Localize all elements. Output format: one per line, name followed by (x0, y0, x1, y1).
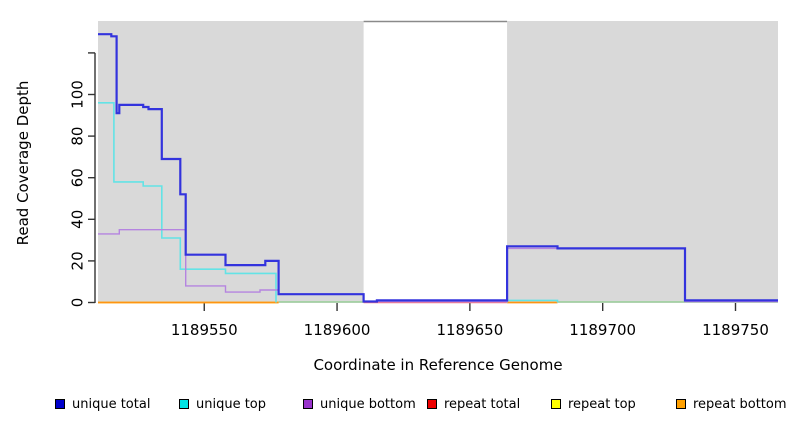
legend-swatch-icon (676, 399, 686, 409)
series-line-unique-bottom (98, 229, 778, 303)
legend-label: repeat top (568, 396, 636, 412)
y-axis-title: Read Coverage Depth (14, 80, 32, 246)
legend-label: repeat bottom (693, 396, 787, 412)
y-tick-label: 60 (69, 168, 87, 187)
legend-label: unique top (196, 396, 267, 412)
shaded-region (98, 21, 364, 303)
y-tick-label: 100 (69, 80, 87, 109)
legend-label: unique total (72, 396, 151, 412)
legend-label: repeat total (444, 396, 521, 412)
legend-swatch-icon (551, 399, 561, 409)
y-tick-label: 40 (69, 210, 87, 229)
legend-label: unique bottom (320, 396, 416, 412)
x-axis-title: Coordinate in Reference Genome (313, 356, 563, 374)
legend-swatch-icon (303, 399, 313, 409)
x-tick-label: 1189650 (436, 321, 503, 339)
legend-item-repeat-top: repeat top (551, 394, 636, 414)
legend: unique total unique top unique bottom repea… (0, 394, 792, 418)
coverage-chart: 0 20 40 60 80 100 1189550 1189600 1189650 1189700… (69, 20, 778, 339)
x-tick-label: 1189700 (569, 321, 636, 339)
y-tick-label: 0 (69, 298, 87, 308)
x-tick-label: 1189750 (702, 321, 769, 339)
series-line-unique-top (98, 102, 277, 303)
series-line-unique-total (98, 33, 778, 303)
legend-item-repeat-bottom: repeat bottom (676, 394, 787, 414)
legend-item-unique-top: unique top (179, 394, 266, 414)
x-tick-label: 1189600 (304, 321, 371, 339)
legend-swatch-icon (427, 399, 437, 409)
y-tick-label: 80 (69, 127, 87, 146)
x-tick-label: 1189550 (171, 321, 238, 339)
legend-swatch-icon (55, 399, 65, 409)
legend-item-repeat-total: repeat total (427, 394, 520, 414)
legend-swatch-icon (179, 399, 189, 409)
y-tick-label: 20 (69, 251, 87, 270)
legend-item-unique-bottom: unique bottom (303, 394, 416, 414)
legend-item-unique-total: unique total (55, 394, 150, 414)
shaded-region (507, 21, 778, 303)
